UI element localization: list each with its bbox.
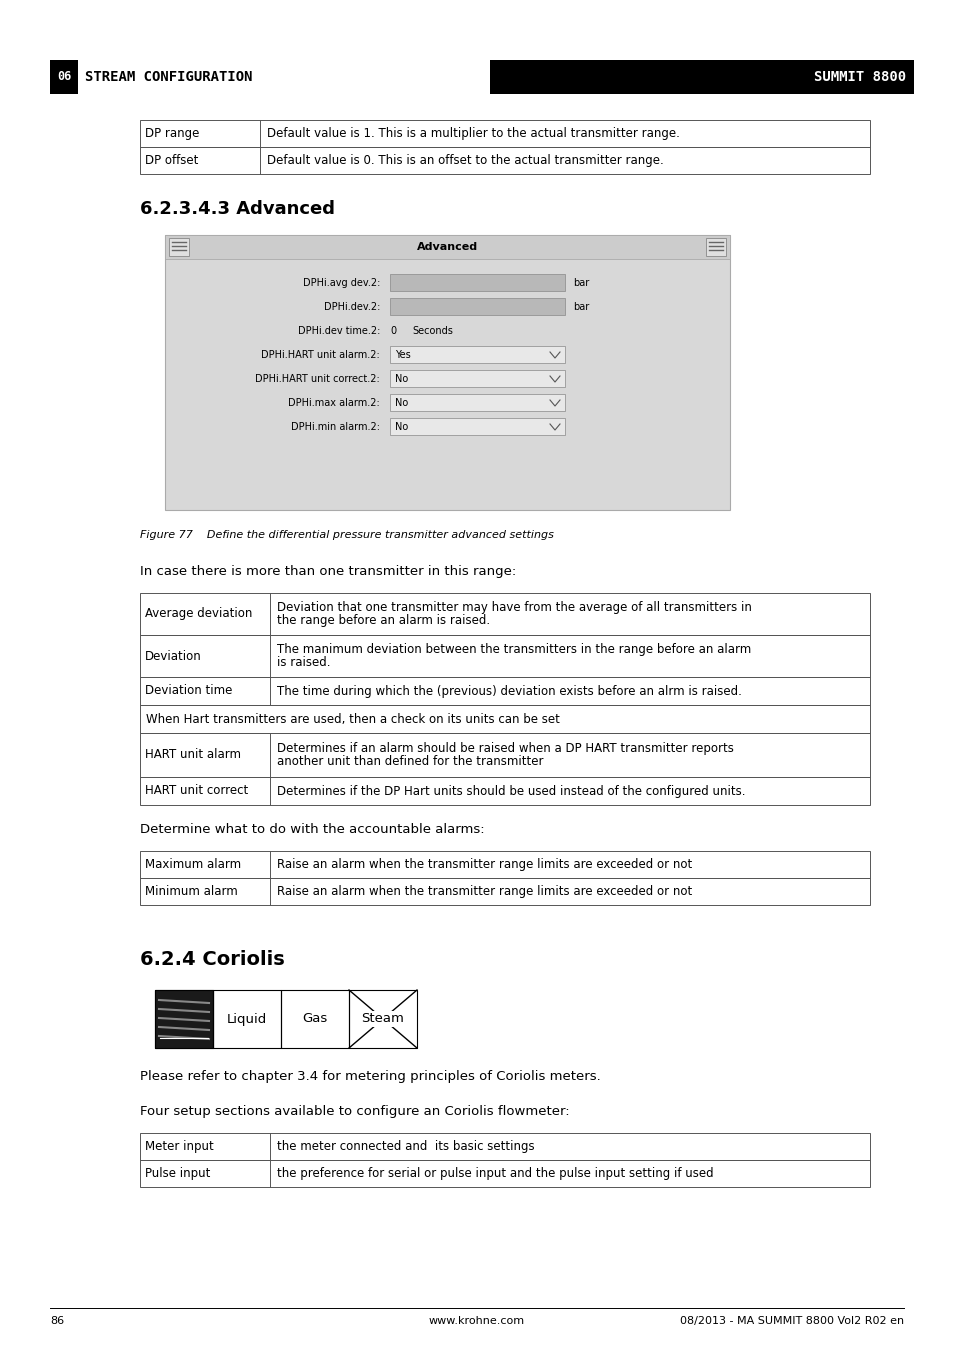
Bar xyxy=(140,878,869,904)
Text: Raise an alarm when the transmitter range limits are exceeded or not: Raise an alarm when the transmitter rang… xyxy=(276,859,692,871)
Text: DPHi.HART unit correct.2:: DPHi.HART unit correct.2: xyxy=(255,374,379,383)
Text: DPHi.max alarm.2:: DPHi.max alarm.2: xyxy=(288,398,379,408)
Text: bar: bar xyxy=(573,278,589,288)
Text: Pulse input: Pulse input xyxy=(145,1166,211,1180)
Bar xyxy=(390,298,564,315)
Text: www.krohne.com: www.krohne.com xyxy=(429,1316,524,1326)
Text: HART unit correct: HART unit correct xyxy=(145,784,248,798)
Text: No: No xyxy=(395,398,408,408)
Bar xyxy=(140,147,869,174)
Text: No: No xyxy=(395,423,408,432)
Text: DP offset: DP offset xyxy=(145,154,198,167)
Text: the preference for serial or pulse input and the pulse input setting if used: the preference for serial or pulse input… xyxy=(276,1166,713,1180)
Bar xyxy=(165,235,729,259)
Text: Deviation time: Deviation time xyxy=(145,684,233,698)
Text: 06: 06 xyxy=(57,70,71,84)
Text: Average deviation: Average deviation xyxy=(145,608,253,621)
Text: Default value is 0. This is an offset to the actual transmitter range.: Default value is 0. This is an offset to… xyxy=(267,154,663,167)
Text: DP range: DP range xyxy=(145,127,199,140)
Text: Gas: Gas xyxy=(302,1012,327,1026)
Text: Raise an alarm when the transmitter range limits are exceeded or not: Raise an alarm when the transmitter rang… xyxy=(276,886,692,898)
Text: 86: 86 xyxy=(50,1316,64,1326)
Text: is raised.: is raised. xyxy=(276,656,330,670)
Text: Deviation that one transmitter may have from the average of all transmitters in: Deviation that one transmitter may have … xyxy=(276,601,751,614)
Bar xyxy=(140,733,869,778)
Text: Liquid: Liquid xyxy=(227,1012,267,1026)
Text: Please refer to chapter 3.4 for metering principles of Coriolis meters.: Please refer to chapter 3.4 for metering… xyxy=(140,1071,600,1083)
Bar xyxy=(390,274,564,292)
Bar xyxy=(213,990,281,1048)
Bar xyxy=(390,394,564,410)
Text: When Hart transmitters are used, then a check on its units can be set: When Hart transmitters are used, then a … xyxy=(146,713,559,725)
Text: 6.2.3.4.3 Advanced: 6.2.3.4.3 Advanced xyxy=(140,200,335,217)
Text: In case there is more than one transmitter in this range:: In case there is more than one transmitt… xyxy=(140,566,516,578)
Bar xyxy=(140,120,869,147)
Text: Steam: Steam xyxy=(361,1012,404,1026)
Text: Maximum alarm: Maximum alarm xyxy=(145,859,241,871)
Bar xyxy=(490,59,913,95)
Text: DPHi.avg dev.2:: DPHi.avg dev.2: xyxy=(302,278,379,288)
Bar xyxy=(154,990,213,1048)
Text: Minimum alarm: Minimum alarm xyxy=(145,886,237,898)
Text: DPHi.HART unit alarm.2:: DPHi.HART unit alarm.2: xyxy=(261,350,379,360)
Bar xyxy=(390,418,564,435)
Text: DPHi.min alarm.2:: DPHi.min alarm.2: xyxy=(291,423,379,432)
Text: 0: 0 xyxy=(390,325,395,336)
Text: The manimum deviation between the transmitters in the range before an alarm: The manimum deviation between the transm… xyxy=(276,643,750,656)
Text: Determine what to do with the accountable alarms:: Determine what to do with the accountabl… xyxy=(140,824,484,836)
Text: SUMMIT 8800: SUMMIT 8800 xyxy=(813,70,905,84)
Bar xyxy=(140,1160,869,1187)
Text: DPHi.dev time.2:: DPHi.dev time.2: xyxy=(297,325,379,336)
Text: DPHi.dev.2:: DPHi.dev.2: xyxy=(323,302,379,312)
Bar xyxy=(140,634,869,676)
Text: Yes: Yes xyxy=(395,350,411,360)
Text: Figure 77    Define the differential pressure transmitter advanced settings: Figure 77 Define the differential pressu… xyxy=(140,531,554,540)
Text: Determines if an alarm should be raised when a DP HART transmitter reports: Determines if an alarm should be raised … xyxy=(276,743,733,755)
Bar xyxy=(165,235,729,510)
Text: Default value is 1. This is a multiplier to the actual transmitter range.: Default value is 1. This is a multiplier… xyxy=(267,127,679,140)
Text: another unit than defined for the transmitter: another unit than defined for the transm… xyxy=(276,755,543,768)
Bar xyxy=(390,346,564,363)
Bar xyxy=(50,59,78,95)
Text: 08/2013 - MA SUMMIT 8800 Vol2 R02 en: 08/2013 - MA SUMMIT 8800 Vol2 R02 en xyxy=(679,1316,903,1326)
Bar xyxy=(705,238,725,256)
Text: Advanced: Advanced xyxy=(416,242,477,252)
Text: 6.2.4 Coriolis: 6.2.4 Coriolis xyxy=(140,950,284,969)
Bar xyxy=(140,676,869,705)
Bar xyxy=(140,850,869,878)
Bar xyxy=(140,705,869,733)
Text: Meter input: Meter input xyxy=(145,1139,213,1153)
Bar xyxy=(281,990,349,1048)
Text: the range before an alarm is raised.: the range before an alarm is raised. xyxy=(276,614,490,626)
Bar xyxy=(140,593,869,634)
Text: The time during which the (previous) deviation exists before an alrm is raised.: The time during which the (previous) dev… xyxy=(276,684,741,698)
Text: bar: bar xyxy=(573,302,589,312)
Text: STREAM CONFIGURATION: STREAM CONFIGURATION xyxy=(85,70,253,84)
Text: the meter connected and  its basic settings: the meter connected and its basic settin… xyxy=(276,1139,534,1153)
Text: HART unit alarm: HART unit alarm xyxy=(145,748,241,761)
Bar xyxy=(140,1133,869,1160)
Text: Seconds: Seconds xyxy=(412,325,453,336)
Text: Deviation: Deviation xyxy=(145,649,201,663)
Bar xyxy=(154,990,213,1048)
Text: No: No xyxy=(395,374,408,383)
Bar xyxy=(390,370,564,387)
Bar xyxy=(169,238,189,256)
Bar xyxy=(140,778,869,805)
Bar xyxy=(349,990,416,1048)
Text: Four setup sections available to configure an Coriolis flowmeter:: Four setup sections available to configu… xyxy=(140,1106,569,1118)
Text: Determines if the DP Hart units should be used instead of the configured units.: Determines if the DP Hart units should b… xyxy=(276,784,744,798)
